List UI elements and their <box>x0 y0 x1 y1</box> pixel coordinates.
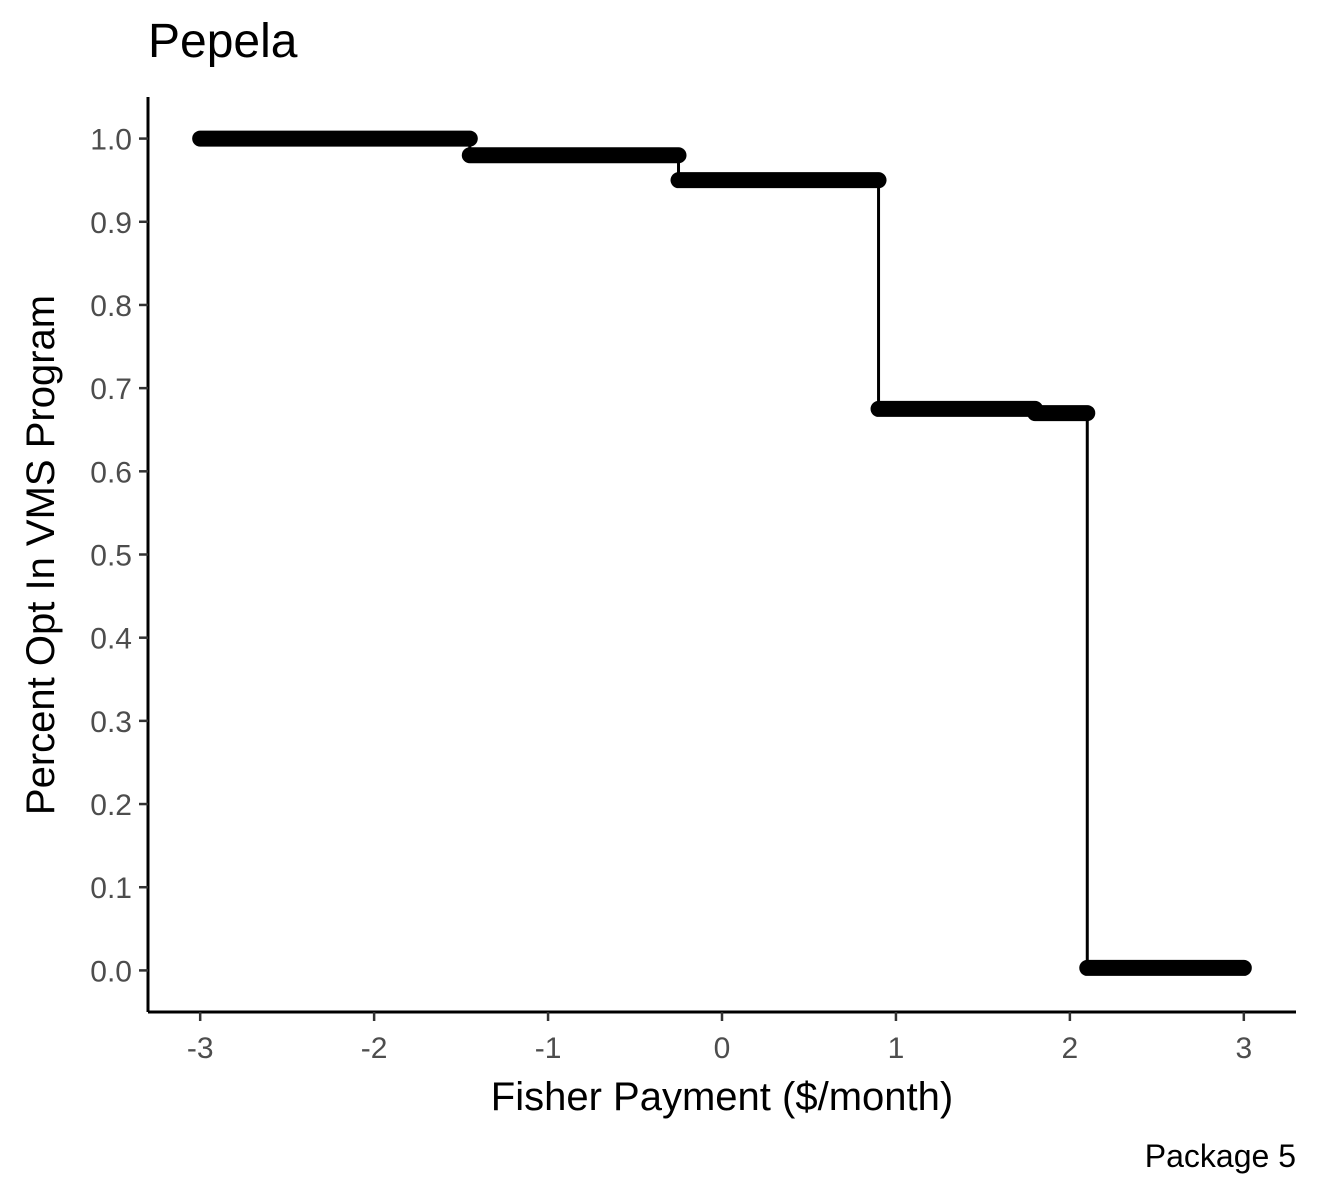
y-tick-label: 0.3 <box>90 706 132 739</box>
y-tick-label: 0.1 <box>90 872 132 905</box>
chart-caption: Package 5 <box>1144 1138 1296 1174</box>
y-tick-label: 0.2 <box>90 789 132 822</box>
y-tick-label: 0.9 <box>90 207 132 240</box>
x-axis-title: Fisher Payment ($/month) <box>491 1075 953 1119</box>
step-line <box>200 137 1244 970</box>
y-tick-label: 1.0 <box>90 124 132 157</box>
x-tick-label: 0 <box>714 1032 731 1065</box>
x-tick-label: 1 <box>888 1032 905 1065</box>
y-tick-label: 0.5 <box>90 540 132 573</box>
x-tick-label: -2 <box>361 1032 388 1065</box>
y-tick-label: 0.8 <box>90 290 132 323</box>
axes: 0.0 0.1 0.2 0.3 0.4 0.5 0.6 0.7 0.8 0.9 1.0 -3 -2 -1 0… <box>90 97 1296 1065</box>
x-tick-label: -3 <box>187 1032 214 1065</box>
x-tick-label: -1 <box>535 1032 562 1065</box>
y-tick-label: 0.6 <box>90 456 132 489</box>
y-tick-label: 0.0 <box>90 955 132 988</box>
x-tick-label: 2 <box>1062 1032 1079 1065</box>
y-tick-label: 0.4 <box>90 623 132 656</box>
y-tick-label: 0.7 <box>90 373 132 406</box>
chart-title: Pepela <box>148 15 298 68</box>
plot-marks <box>192 130 1252 976</box>
x-tick-label: 3 <box>1235 1032 1252 1065</box>
y-axis-title: Percent Opt In VMS Program <box>19 295 63 815</box>
